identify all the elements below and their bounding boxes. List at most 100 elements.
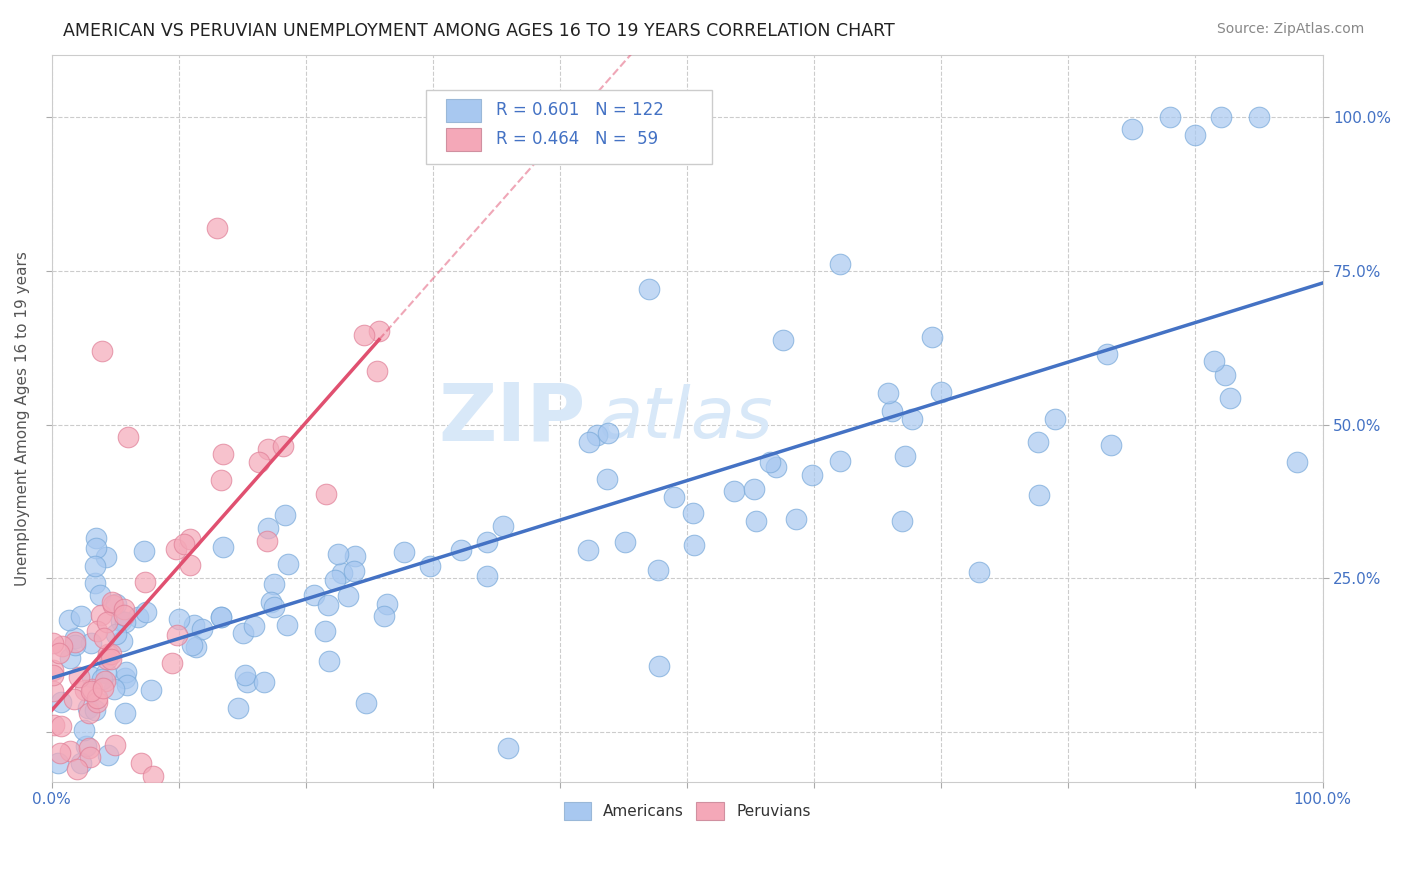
Point	[89, 589, 111, 603]
Point	[181, 638, 204, 652]
Point	[42, 668, 65, 682]
Point	[97, 648, 120, 662]
Point	[394, 545, 416, 559]
Point	[46, 756, 69, 771]
Point	[1121, 122, 1143, 136]
Point	[90, 608, 112, 623]
Point	[353, 327, 375, 342]
Point	[114, 665, 136, 679]
Point	[63, 632, 86, 646]
Bar	[446, 99, 481, 122]
Point	[1026, 434, 1049, 449]
Point	[80, 636, 103, 650]
Point	[745, 514, 768, 528]
Point	[165, 541, 187, 556]
Point	[184, 640, 207, 655]
Point	[100, 648, 122, 662]
Y-axis label: Unemployment Among Ages 16 to 19 years: Unemployment Among Ages 16 to 19 years	[15, 251, 30, 586]
Point	[236, 674, 259, 689]
Point	[84, 541, 107, 555]
Point	[366, 364, 388, 378]
Point	[921, 330, 943, 344]
Point	[683, 538, 706, 552]
Point	[94, 666, 117, 681]
Point	[209, 610, 232, 624]
Point	[114, 671, 136, 685]
Point	[880, 404, 903, 418]
Point	[276, 618, 298, 632]
Point	[326, 547, 349, 561]
Point	[59, 651, 82, 665]
Point	[337, 590, 360, 604]
Point	[63, 692, 86, 706]
Point	[969, 566, 991, 580]
Point	[83, 703, 105, 717]
Point	[492, 519, 515, 533]
Point	[96, 615, 118, 629]
Point	[79, 750, 101, 764]
Point	[104, 627, 127, 641]
Point	[103, 681, 125, 696]
FancyBboxPatch shape	[426, 90, 713, 164]
Point	[330, 566, 353, 580]
Point	[49, 719, 72, 733]
Point	[1028, 488, 1050, 502]
Point	[314, 624, 336, 638]
Point	[63, 635, 86, 649]
Text: AMERICAN VS PERUVIAN UNEMPLOYMENT AMONG AGES 16 TO 19 YEARS CORRELATION CHART: AMERICAN VS PERUVIAN UNEMPLOYMENT AMONG …	[63, 22, 896, 40]
Point	[800, 468, 823, 483]
Point	[596, 425, 619, 440]
Point	[91, 343, 114, 358]
Point	[94, 550, 117, 565]
Point	[1213, 368, 1236, 383]
Bar	[446, 128, 481, 151]
Point	[496, 741, 519, 756]
Point	[104, 738, 127, 752]
Point	[242, 619, 264, 633]
Point	[84, 558, 107, 573]
Point	[67, 670, 90, 684]
Point	[744, 483, 766, 497]
Point	[49, 695, 72, 709]
Point	[51, 639, 73, 653]
Point	[211, 473, 233, 487]
Point	[48, 646, 70, 660]
Point	[167, 612, 190, 626]
Point	[97, 747, 120, 762]
Point	[723, 483, 745, 498]
Text: R = 0.464   N =  59: R = 0.464 N = 59	[496, 130, 658, 148]
Point	[79, 706, 101, 720]
Point	[117, 430, 139, 444]
Point	[929, 384, 952, 399]
Point	[1219, 391, 1241, 405]
Point	[42, 684, 65, 698]
Point	[212, 540, 235, 554]
Point	[647, 563, 669, 577]
Point	[83, 575, 105, 590]
Point	[91, 681, 114, 695]
Point	[274, 508, 297, 522]
Point	[891, 515, 914, 529]
Point	[271, 439, 294, 453]
Point	[191, 623, 214, 637]
Point	[75, 683, 97, 698]
Text: ZIP: ZIP	[439, 379, 585, 458]
Point	[877, 385, 900, 400]
Point	[759, 455, 782, 469]
Point	[59, 744, 82, 758]
Point	[77, 700, 100, 714]
Point	[578, 434, 600, 449]
Point	[96, 652, 118, 666]
Point	[585, 428, 607, 442]
Point	[86, 690, 108, 705]
Point	[1043, 411, 1066, 425]
Point	[613, 535, 636, 549]
Point	[419, 558, 441, 573]
Point	[80, 682, 103, 697]
Point	[638, 282, 661, 296]
Point	[828, 258, 851, 272]
Point	[112, 608, 135, 623]
Point	[101, 594, 124, 608]
Point	[475, 569, 498, 583]
Text: R = 0.601   N = 122: R = 0.601 N = 122	[496, 102, 664, 120]
